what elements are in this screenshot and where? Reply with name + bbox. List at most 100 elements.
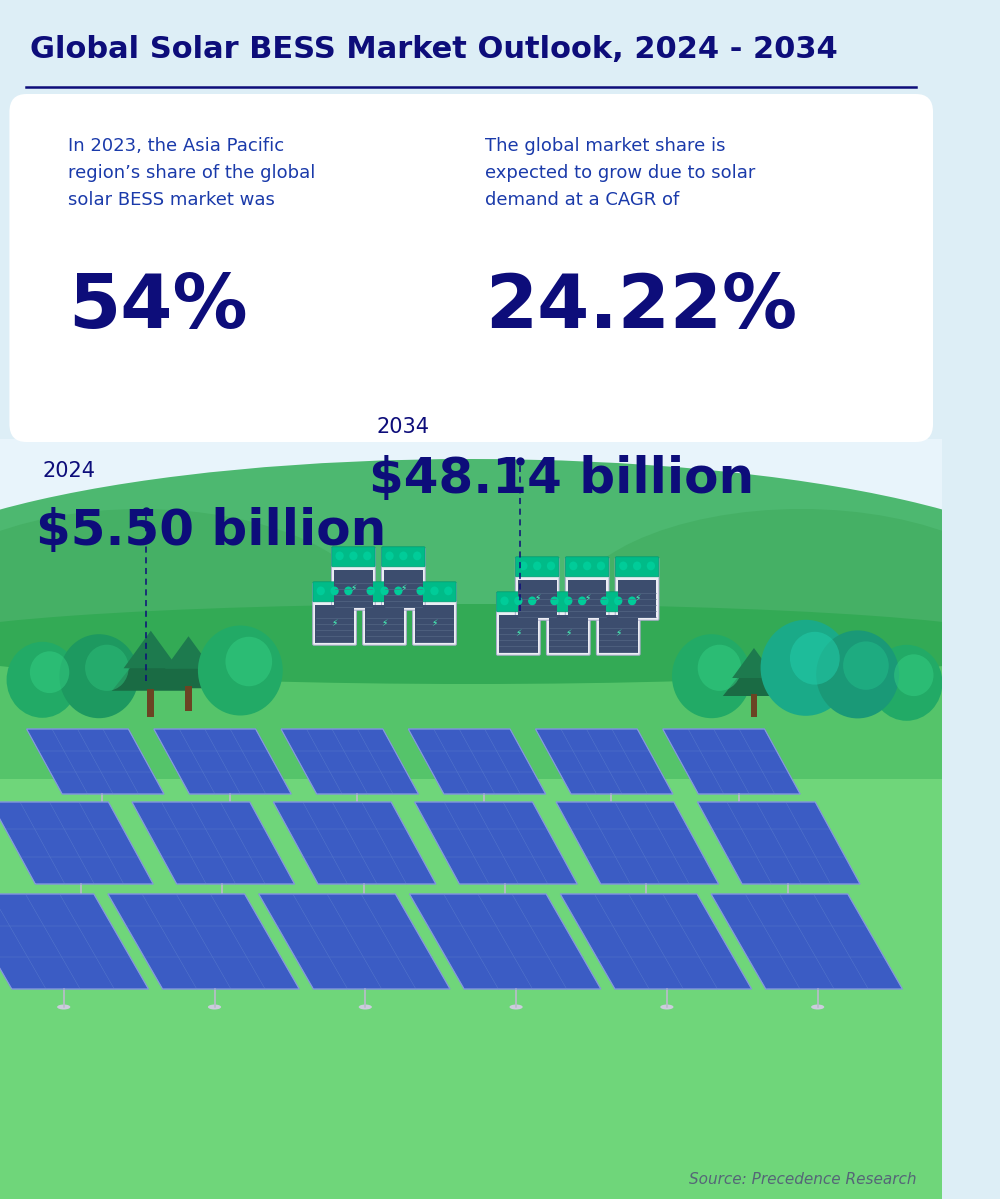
Ellipse shape (350, 809, 363, 814)
Text: ⚡: ⚡ (565, 628, 571, 638)
Polygon shape (663, 729, 800, 794)
Bar (751, 694, 757, 717)
Bar (599, 615, 638, 652)
Polygon shape (732, 647, 776, 677)
Polygon shape (124, 631, 178, 668)
Bar (549, 615, 588, 652)
FancyBboxPatch shape (496, 592, 540, 655)
Text: In 2023, the Asia Pacific
region’s share of the global
solar BESS market was: In 2023, the Asia Pacific region’s share… (68, 137, 315, 209)
Text: 2034: 2034 (377, 417, 430, 436)
Ellipse shape (216, 899, 229, 904)
FancyBboxPatch shape (546, 592, 590, 655)
Polygon shape (132, 802, 295, 884)
Bar (802, 687, 809, 711)
Text: 24.22%: 24.22% (485, 271, 797, 343)
Circle shape (514, 596, 522, 605)
Polygon shape (108, 894, 299, 989)
Bar (365, 605, 404, 643)
Circle shape (500, 596, 509, 605)
Text: The global market share is
expected to grow due to solar
demand at a CAGR of: The global market share is expected to g… (485, 137, 756, 209)
Text: ⚡: ⚡ (431, 619, 438, 627)
Bar (185, 686, 192, 711)
Polygon shape (112, 641, 190, 691)
Ellipse shape (57, 1005, 70, 1010)
FancyBboxPatch shape (413, 583, 456, 645)
Ellipse shape (74, 899, 87, 904)
Bar (415, 605, 454, 643)
Circle shape (578, 596, 586, 605)
Circle shape (385, 552, 394, 560)
Circle shape (600, 596, 609, 605)
Circle shape (583, 561, 591, 571)
Circle shape (761, 620, 851, 716)
FancyBboxPatch shape (565, 558, 609, 620)
Ellipse shape (811, 1005, 824, 1010)
Circle shape (430, 586, 439, 595)
Circle shape (335, 552, 344, 560)
Circle shape (614, 596, 622, 605)
FancyBboxPatch shape (516, 556, 559, 577)
Ellipse shape (357, 899, 370, 904)
Circle shape (59, 634, 139, 718)
Bar (854, 692, 861, 713)
Polygon shape (560, 894, 752, 989)
Bar (384, 571, 423, 608)
Circle shape (533, 561, 541, 571)
Ellipse shape (640, 899, 653, 904)
Polygon shape (165, 637, 212, 669)
Circle shape (672, 634, 751, 718)
Text: Global Solar BESS Market Outlook, 2024 - 2034: Global Solar BESS Market Outlook, 2024 -… (30, 35, 838, 64)
Ellipse shape (359, 1005, 372, 1010)
Circle shape (790, 632, 840, 685)
Bar (618, 580, 656, 617)
Polygon shape (154, 729, 291, 794)
Circle shape (198, 626, 283, 716)
Polygon shape (415, 802, 577, 884)
Circle shape (547, 561, 555, 571)
Bar (903, 698, 910, 717)
Circle shape (349, 552, 358, 560)
Polygon shape (155, 646, 222, 688)
Circle shape (843, 641, 889, 689)
Text: ⚡: ⚡ (615, 628, 621, 638)
Circle shape (363, 552, 371, 560)
Polygon shape (536, 729, 673, 794)
Polygon shape (711, 894, 902, 989)
Circle shape (317, 586, 325, 595)
Circle shape (413, 552, 421, 560)
Bar (568, 580, 606, 617)
Polygon shape (259, 894, 450, 989)
Circle shape (894, 655, 933, 697)
Circle shape (394, 586, 402, 595)
Bar (0, 649, 942, 1199)
Polygon shape (723, 657, 785, 695)
Circle shape (647, 561, 655, 571)
Bar (147, 688, 154, 717)
Circle shape (225, 637, 272, 686)
Circle shape (597, 561, 605, 571)
Text: ⚡: ⚡ (584, 594, 590, 603)
Text: ⚡: ⚡ (515, 628, 522, 638)
FancyBboxPatch shape (332, 547, 375, 567)
FancyBboxPatch shape (615, 558, 659, 620)
FancyBboxPatch shape (596, 592, 640, 655)
Ellipse shape (223, 809, 236, 814)
FancyBboxPatch shape (382, 547, 425, 567)
Text: $48.14 billion: $48.14 billion (369, 454, 755, 504)
Circle shape (569, 561, 577, 571)
Polygon shape (27, 729, 164, 794)
FancyBboxPatch shape (547, 592, 590, 611)
Ellipse shape (208, 1005, 221, 1010)
FancyBboxPatch shape (615, 556, 659, 577)
Ellipse shape (0, 604, 1000, 683)
Polygon shape (0, 802, 153, 884)
Circle shape (85, 645, 129, 691)
Text: Source: Precedence Research: Source: Precedence Research (689, 1171, 916, 1187)
FancyBboxPatch shape (313, 582, 356, 602)
Polygon shape (409, 894, 601, 989)
Polygon shape (697, 802, 860, 884)
FancyBboxPatch shape (332, 548, 375, 610)
Text: ⚡: ⚡ (400, 584, 407, 592)
Polygon shape (556, 802, 719, 884)
FancyBboxPatch shape (413, 582, 456, 602)
